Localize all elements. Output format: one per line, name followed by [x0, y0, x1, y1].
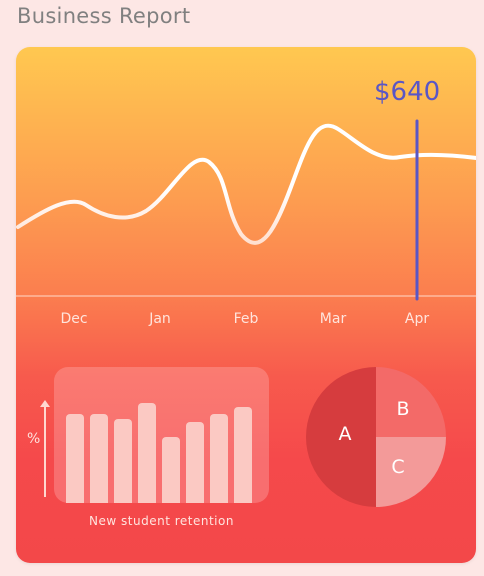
report-card: $640 Dec Jan Feb Mar Apr % New student r…	[16, 47, 476, 563]
line-chart	[16, 119, 476, 301]
y-axis-label: %	[27, 431, 41, 447]
retention-bar	[234, 407, 252, 503]
month-label: Mar	[319, 311, 347, 327]
pie-label-b: B	[396, 398, 410, 420]
y-axis-arrow	[44, 405, 46, 497]
retention-bar	[162, 437, 180, 503]
line-series	[16, 123, 476, 245]
retention-bar	[90, 414, 108, 503]
pie-slice-b	[376, 367, 446, 437]
highlight-value: $640	[374, 77, 441, 107]
pie-slice-c	[376, 437, 446, 507]
pie-slice-a	[306, 367, 376, 507]
pie-label-a: A	[338, 423, 352, 445]
retention-bar	[66, 414, 84, 503]
retention-bar	[186, 422, 204, 503]
pie-label-c: C	[391, 456, 405, 478]
month-label: Jan	[149, 311, 171, 327]
page-title: Business Report	[17, 4, 191, 28]
up-arrow-icon	[40, 400, 50, 407]
retention-bar	[114, 419, 132, 503]
month-label: Apr	[404, 311, 430, 327]
month-label: Dec	[60, 311, 88, 327]
retention-bar	[210, 414, 228, 503]
bar-chart-caption: New student retention	[89, 514, 234, 528]
retention-bar	[138, 403, 156, 503]
retention-bar-chart	[54, 367, 269, 503]
month-label: Feb	[233, 311, 259, 327]
pie-chart	[306, 367, 446, 507]
